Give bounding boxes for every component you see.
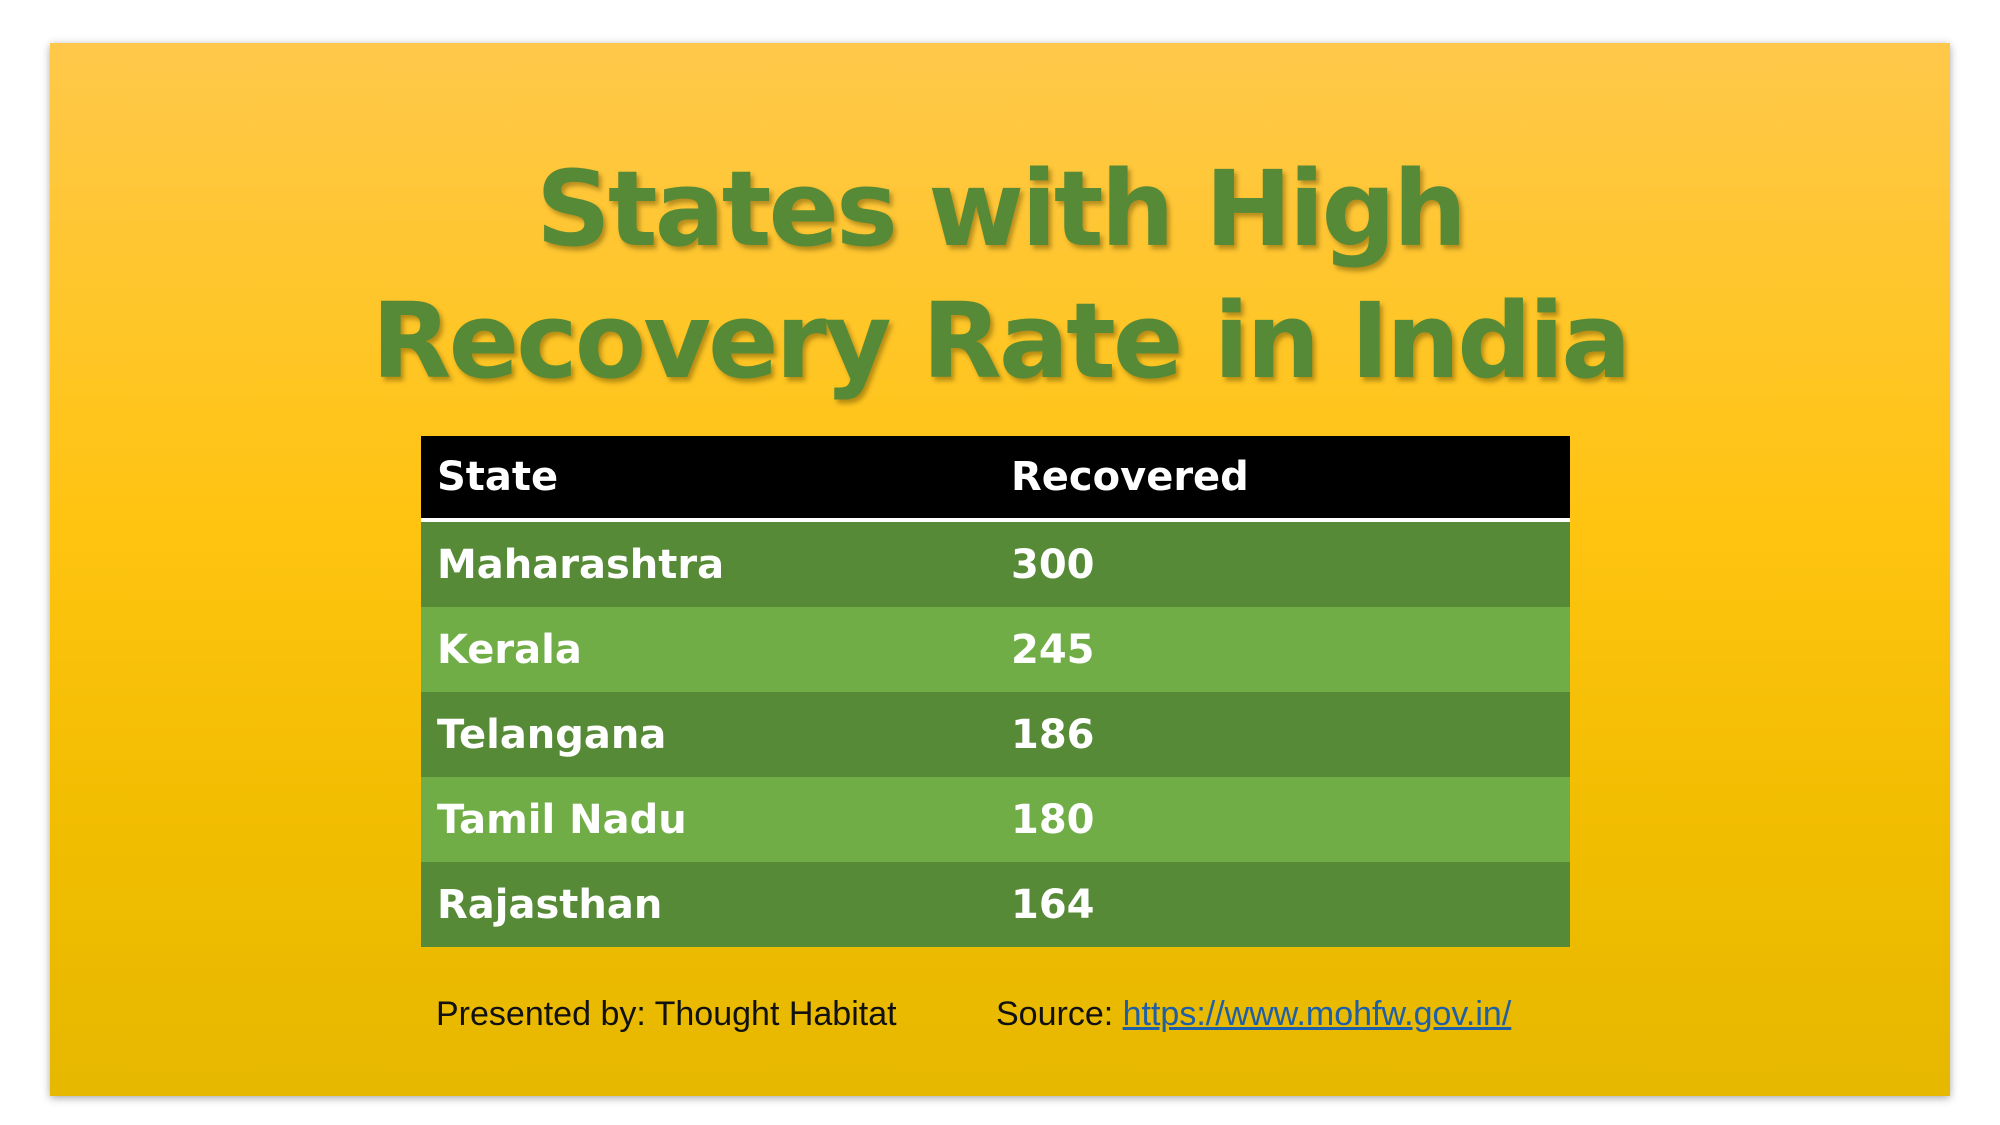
table-row: Maharashtra 300: [421, 520, 1570, 607]
recovered-cell: 245: [995, 607, 1570, 692]
state-cell: Rajasthan: [421, 862, 995, 947]
state-cell: Telangana: [421, 692, 995, 777]
table-row: Rajasthan 164: [421, 862, 1570, 947]
source-line: Source: https://www.mohfw.gov.in/: [996, 995, 1511, 1034]
source-link[interactable]: https://www.mohfw.gov.in/: [1122, 995, 1512, 1033]
source-label: Source:: [996, 995, 1123, 1033]
state-cell: Kerala: [421, 607, 995, 692]
recovered-cell: 164: [995, 862, 1570, 947]
table-row: Tamil Nadu 180: [421, 777, 1570, 862]
header-recovered: Recovered: [995, 436, 1570, 522]
recovered-cell: 180: [995, 777, 1570, 862]
header-state: State: [421, 436, 995, 522]
title-line-1: States with High: [535, 148, 1467, 270]
presented-by: Presented by: Thought Habitat: [436, 995, 897, 1033]
recovery-table: State Recovered Maharashtra 300 Kerala 2…: [421, 436, 1570, 947]
slide-title: States with High Recovery Rate in India: [50, 143, 1950, 407]
state-cell: Maharashtra: [421, 520, 995, 607]
table-header-row: State Recovered: [421, 436, 1570, 522]
recovered-cell: 186: [995, 692, 1570, 777]
recovered-cell: 300: [995, 520, 1570, 607]
table-row: Telangana 186: [421, 692, 1570, 777]
title-line-2: Recovery Rate in India: [371, 280, 1632, 402]
table-row: Kerala 245: [421, 607, 1570, 692]
slide: States with High Recovery Rate in India …: [50, 43, 1950, 1096]
state-cell: Tamil Nadu: [421, 777, 995, 862]
